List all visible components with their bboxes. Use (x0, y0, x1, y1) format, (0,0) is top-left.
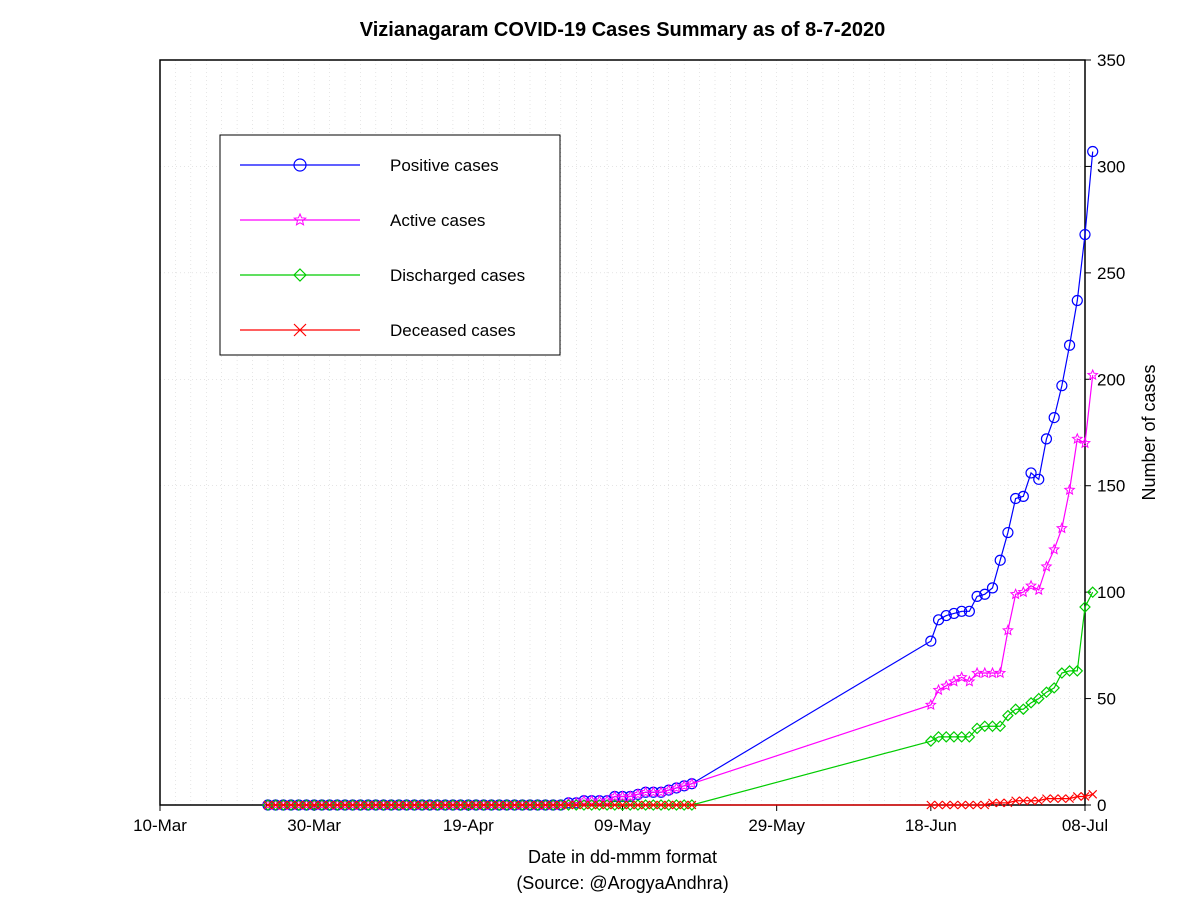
svg-text:Date in dd-mmm format: Date in dd-mmm format (528, 847, 717, 867)
svg-text:Vizianagaram COVID-19 Cases Su: Vizianagaram COVID-19 Cases Summary as o… (360, 19, 885, 41)
svg-text:Positive cases: Positive cases (390, 156, 499, 175)
chart-container: 10-Mar 30-Mar 19-Apr 09-May 29-May 18-Jun 08-J… (0, 0, 1200, 900)
svg-text:19-Apr: 19-Apr (443, 816, 494, 835)
svg-text:09-May: 09-May (594, 816, 651, 835)
svg-text:(Source: @ArogyaAndhra): (Source: @ArogyaAndhra) (516, 873, 728, 893)
svg-text:29-May: 29-May (748, 816, 805, 835)
svg-text:08-Jul: 08-Jul (1062, 816, 1108, 835)
legend: Positive cases Active cases Discharged cas… (220, 135, 560, 355)
svg-text:200: 200 (1097, 370, 1125, 389)
chart-svg: 10-Mar 30-Mar 19-Apr 09-May 29-May 18-Jun 08-J… (0, 0, 1200, 900)
svg-text:10-Mar: 10-Mar (133, 816, 187, 835)
svg-text:Number of cases: Number of cases (1139, 364, 1159, 500)
svg-text:150: 150 (1097, 477, 1125, 496)
svg-text:Deceased cases: Deceased cases (390, 321, 516, 340)
svg-text:50: 50 (1097, 690, 1116, 709)
svg-text:30-Mar: 30-Mar (287, 816, 341, 835)
svg-text:100: 100 (1097, 583, 1125, 602)
svg-text:300: 300 (1097, 157, 1125, 176)
svg-text:Active cases: Active cases (390, 211, 485, 230)
svg-text:0: 0 (1097, 796, 1106, 815)
svg-text:Discharged cases: Discharged cases (390, 266, 525, 285)
svg-text:18-Jun: 18-Jun (905, 816, 957, 835)
svg-text:250: 250 (1097, 264, 1125, 283)
svg-text:350: 350 (1097, 51, 1125, 70)
